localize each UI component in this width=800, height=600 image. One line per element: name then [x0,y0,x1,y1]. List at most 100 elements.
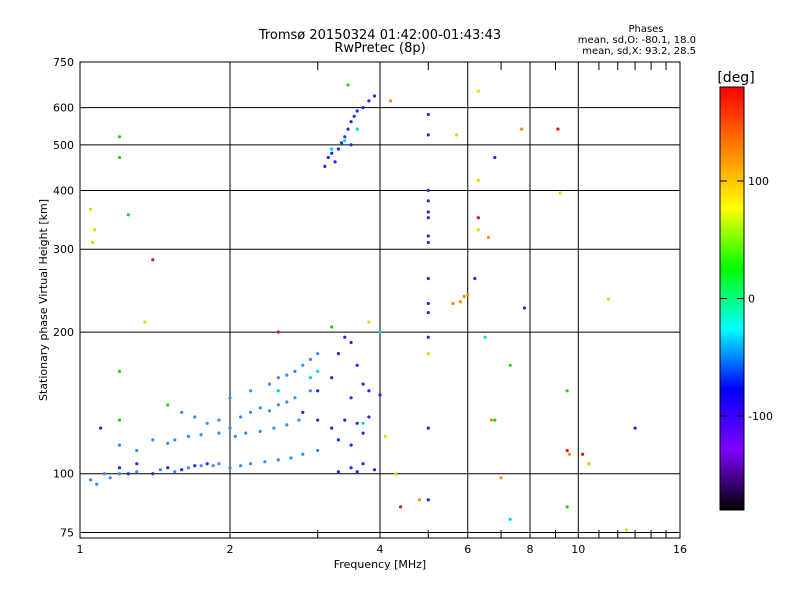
data-point-blue [336,352,340,356]
colorbar-ticks: 100 0 -100 [720,175,773,423]
y-tick-label: 400 [53,184,74,197]
data-point-yellow [367,320,371,324]
data-point-blue [367,99,371,103]
data-point-yellow [394,472,398,476]
x-axis-label: Frequency [MHz] [334,558,426,571]
axis-ticks: 1 2 4 6 8 10 16 75 100 200 300 400 500 600 750 [53,56,687,556]
data-point-blue [426,112,430,117]
data-point-lightblue [228,466,232,470]
data-point-orange [490,418,494,422]
data-point-blue [349,443,353,447]
data-point-blue [426,188,430,192]
data-point-lightblue [217,431,221,435]
data-point-lightblue [244,431,248,435]
data-point-lightblue [199,433,203,437]
data-point-blue [426,498,430,502]
data-point-blue [355,421,359,425]
data-point-blue [367,415,371,419]
y-axis-label: Stationary phase Virtual Height [km] [37,199,50,401]
data-point-lightblue [117,443,122,447]
data-point-blue [326,155,330,160]
data-point-yellow [476,178,480,183]
phases-x-stats: mean, sd,X: 93.2, 28.5 [582,46,696,57]
data-point-lightblue [233,434,237,438]
data-point-green [117,135,122,139]
data-point-lightblue [308,389,312,393]
data-point-cyan [483,335,487,339]
data-point-blue [426,199,430,203]
data-point-blue [493,155,497,160]
data-point-blue [340,141,344,145]
data-point-blue [343,418,347,422]
data-point-lightblue [89,478,93,482]
data-point-blue [343,135,347,139]
data-points [89,83,637,532]
data-point-blue [426,301,430,306]
data-point-blue [367,389,371,393]
data-point-yellow [558,191,562,195]
data-point-orange [462,294,466,299]
data-point-blue [426,240,430,245]
data-point-blue [330,426,334,430]
data-point-green [126,213,130,217]
data-point-blue [316,418,320,422]
data-point-lightblue [285,423,289,427]
data-point-lightblue [95,482,99,486]
data-point-blue [346,127,350,131]
data-point-yellow [455,133,459,137]
data-point-lightblue [316,352,320,356]
data-point-blue [323,164,327,168]
data-point-blue [355,470,359,474]
data-point-orange [499,476,503,480]
data-point-blue [426,276,430,281]
data-point-cyan [330,147,334,151]
data-point-lightblue [173,438,177,442]
y-tick-label: 750 [53,56,74,69]
phases-o-stats: mean, sd,O: -80.1, 18.0 [578,35,696,46]
data-point-lightblue [285,400,289,404]
data-point-blue [355,363,359,367]
data-point-yellow [89,207,93,211]
data-point-blue [343,335,347,339]
data-point-yellow [476,89,480,93]
data-point-lightblue [108,476,112,480]
x-tick-label: 16 [673,543,687,556]
data-point-blue [193,464,197,468]
data-point-lightblue [293,369,297,373]
data-point-yellow [587,462,591,466]
data-point-lightblue [151,438,155,442]
data-point-lightblue [301,363,305,367]
data-point-orange [458,300,462,304]
data-point-lightblue [316,448,320,453]
data-point-blue [378,393,382,397]
data-point-lightblue [166,441,170,445]
data-point-lightblue [289,456,293,460]
data-point-yellow [606,297,611,301]
data-point-lightblue [193,415,197,419]
data-point-lightblue [158,468,162,472]
data-point-orange [451,301,455,306]
data-point-blue [336,438,340,442]
data-point-blue [349,396,353,400]
data-point-blue [151,472,155,476]
data-point-blue [361,382,365,386]
data-point-blue [352,114,356,118]
data-point-blue [180,468,184,472]
data-point-blue [330,151,334,155]
data-point-green [565,505,569,509]
data-point-lightblue [301,452,305,456]
data-point-blue [355,109,359,113]
data-point-lightblue [293,396,297,400]
x-tick-label: 8 [527,543,534,556]
data-point-green [166,403,170,407]
phases-header: Phases [628,24,663,35]
y-tick-label: 75 [60,526,74,539]
data-point-blue [336,147,340,151]
data-point-orange [486,235,490,239]
data-point-orange [417,498,422,502]
data-point-lightblue [205,421,209,425]
data-point-lightblue [276,376,280,380]
data-point-green [330,325,334,329]
data-point-blue [361,462,365,466]
data-point-blue [117,466,122,470]
